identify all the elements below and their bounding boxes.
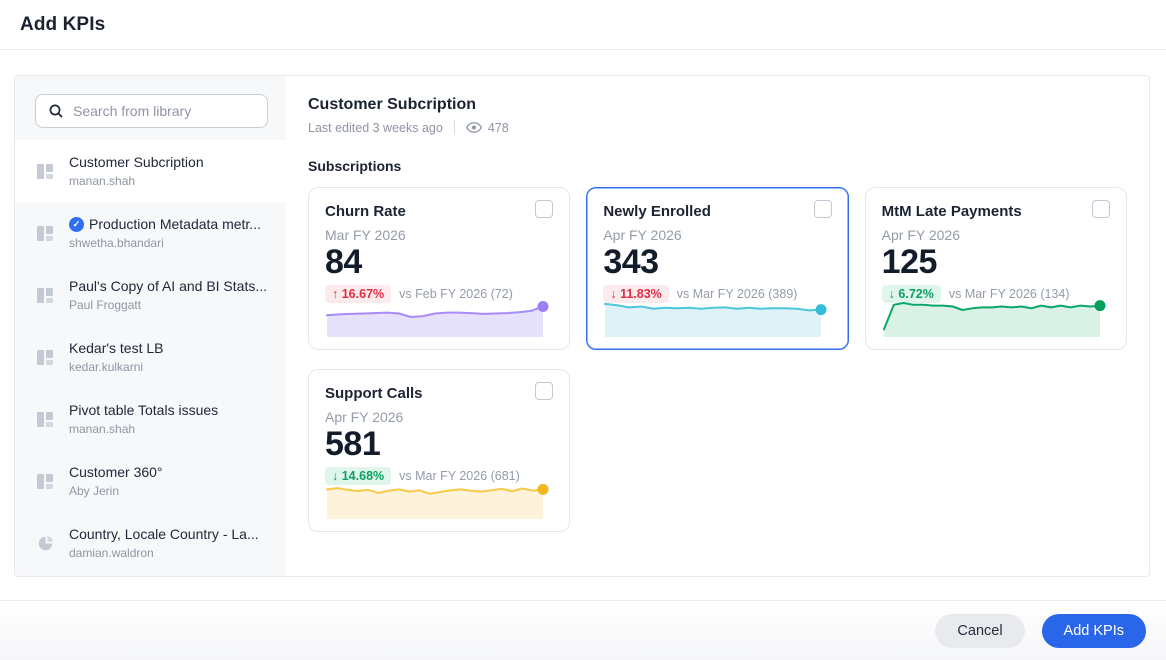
kpi-value: 125: [881, 243, 938, 281]
liveboard-detail: Customer Subcription Last edited 3 weeks…: [286, 76, 1149, 576]
liveboard-icon: [37, 411, 54, 428]
kpi-card-support-calls[interactable]: Support Calls Apr FY 2026 581 ↓ 14.68% v…: [308, 369, 571, 532]
kpi-comparison: vs Mar FY 2026 (681): [399, 469, 520, 483]
list-item-title: Customer 360°: [69, 464, 163, 480]
sparkline-chart: [882, 293, 1110, 337]
search-input[interactable]: [73, 103, 255, 119]
kpi-checkbox[interactable]: [535, 382, 554, 400]
pie-chart-icon: [37, 535, 54, 552]
list-item-title: Production Metadata metr...: [89, 216, 261, 232]
list-item-owner: shwetha.bhandari: [69, 236, 164, 250]
kpi-checkbox[interactable]: [813, 200, 832, 218]
kpi-cards-grid: Churn Rate Mar FY 2026 84 ↑ 16.67% vs Fe…: [308, 187, 1127, 532]
list-item-owner: damian.waldron: [69, 546, 154, 560]
liveboard-icon: [37, 163, 54, 180]
sparkline-chart: [325, 293, 553, 337]
kpi-comparison: vs Mar FY 2026 (389): [676, 287, 798, 301]
library-list: Customer Subcription manan.shah ✓ Product…: [15, 140, 286, 576]
list-item-title: Pivot table Totals issues: [69, 402, 219, 418]
delta-badge: ↓ 6.72%: [881, 285, 941, 303]
search-container: [15, 76, 286, 140]
arrow-up-icon: ↑: [332, 287, 339, 301]
add-kpis-button[interactable]: Add KPIs: [1041, 613, 1146, 648]
list-item-production-metadata[interactable]: ✓ Production Metadata metr... shwetha.bha…: [15, 202, 286, 264]
kpi-title: MtM Late Payments: [881, 203, 1022, 220]
sparkline-chart: [603, 293, 831, 337]
kpi-period: Mar FY 2026: [325, 227, 406, 243]
eye-icon: [465, 122, 482, 133]
arrow-down-icon: ↓: [332, 469, 339, 483]
list-item-kedars-test[interactable]: Kedar's test LB kedar.kulkarni: [15, 326, 286, 388]
kpi-title: Newly Enrolled: [603, 203, 711, 220]
kpi-checkbox[interactable]: [1092, 200, 1110, 218]
list-item-pauls-copy[interactable]: Paul's Copy of AI and BI Stats... Paul F…: [15, 264, 286, 326]
verified-icon: ✓: [69, 216, 84, 232]
section-label: Subscriptions: [308, 158, 402, 174]
list-item-owner: manan.shah: [69, 174, 136, 188]
delta-badge: ↑ 16.67%: [325, 285, 392, 303]
kpi-value: 84: [325, 243, 362, 281]
list-item-title: Paul's Copy of AI and BI Stats...: [69, 278, 268, 294]
list-item-pivot-table[interactable]: Pivot table Totals issues manan.shah: [15, 388, 286, 450]
list-item-customer-360[interactable]: Customer 360° Aby Jerin: [15, 450, 286, 512]
page-title: Add KPIs: [20, 13, 106, 35]
liveboard-icon: [37, 349, 54, 366]
kpi-value: 581: [325, 425, 381, 463]
sparkline-chart: [325, 475, 553, 519]
views-count: 478: [487, 120, 509, 135]
list-item-title: Kedar's test LB: [69, 340, 164, 356]
dialog-header: Add KPIs: [0, 0, 1166, 50]
list-item-title: Country, Locale Country - La...: [69, 526, 259, 542]
kpi-card-mtm-late-payments[interactable]: MtM Late Payments Apr FY 2026 125 ↓ 6.72…: [864, 187, 1127, 350]
kpi-card-newly-enrolled[interactable]: Newly Enrolled Apr FY 2026 343 ↓ 11.83% …: [586, 187, 849, 350]
search-box[interactable]: [35, 94, 268, 128]
dialog-footer: Cancel Add KPIs: [0, 600, 1166, 660]
list-item-country-locale[interactable]: Country, Locale Country - La... damian.w…: [15, 512, 286, 574]
kpi-value: 343: [603, 243, 659, 281]
arrow-down-icon: ↓: [610, 287, 617, 301]
list-item-owner: Paul Froggatt: [69, 298, 142, 312]
kpi-period: Apr FY 2026: [881, 227, 961, 243]
cancel-button[interactable]: Cancel: [935, 613, 1025, 648]
library-panel: Customer Subcription manan.shah ✓ Product…: [14, 75, 1150, 577]
kpi-period: Apr FY 2026: [325, 409, 404, 425]
list-item-owner: manan.shah: [69, 422, 136, 436]
list-item-owner: kedar.kulkarni: [69, 360, 144, 374]
kpi-card-churn-rate[interactable]: Churn Rate Mar FY 2026 84 ↑ 16.67% vs Fe…: [308, 187, 571, 350]
liveboard-meta: Last edited 3 weeks ago 478: [308, 120, 1127, 135]
meta-divider: [453, 120, 455, 135]
liveboard-icon: [37, 287, 54, 304]
kpi-comparison: vs Mar FY 2026 (134): [948, 287, 1070, 301]
kpi-period: Apr FY 2026: [603, 227, 682, 243]
delta-badge: ↓ 14.68%: [325, 467, 392, 485]
search-icon: [49, 104, 63, 118]
arrow-down-icon: ↓: [888, 287, 895, 301]
library-sidebar: Customer Subcription manan.shah ✓ Product…: [15, 76, 286, 576]
list-item-title: Customer Subcription: [69, 154, 204, 170]
delta-badge: ↓ 11.83%: [603, 285, 669, 303]
kpi-comparison: vs Feb FY 2026 (72): [399, 287, 513, 301]
liveboard-icon: [37, 225, 54, 242]
liveboard-title: Customer Subcription: [308, 96, 477, 113]
kpi-title: Churn Rate: [325, 203, 406, 220]
list-item-customer-subcription[interactable]: Customer Subcription manan.shah: [15, 140, 286, 202]
last-edited-label: Last edited 3 weeks ago: [308, 120, 443, 135]
list-item-owner: Aby Jerin: [69, 484, 120, 498]
kpi-title: Support Calls: [325, 385, 423, 402]
kpi-checkbox[interactable]: [535, 200, 554, 218]
liveboard-icon: [37, 473, 54, 490]
